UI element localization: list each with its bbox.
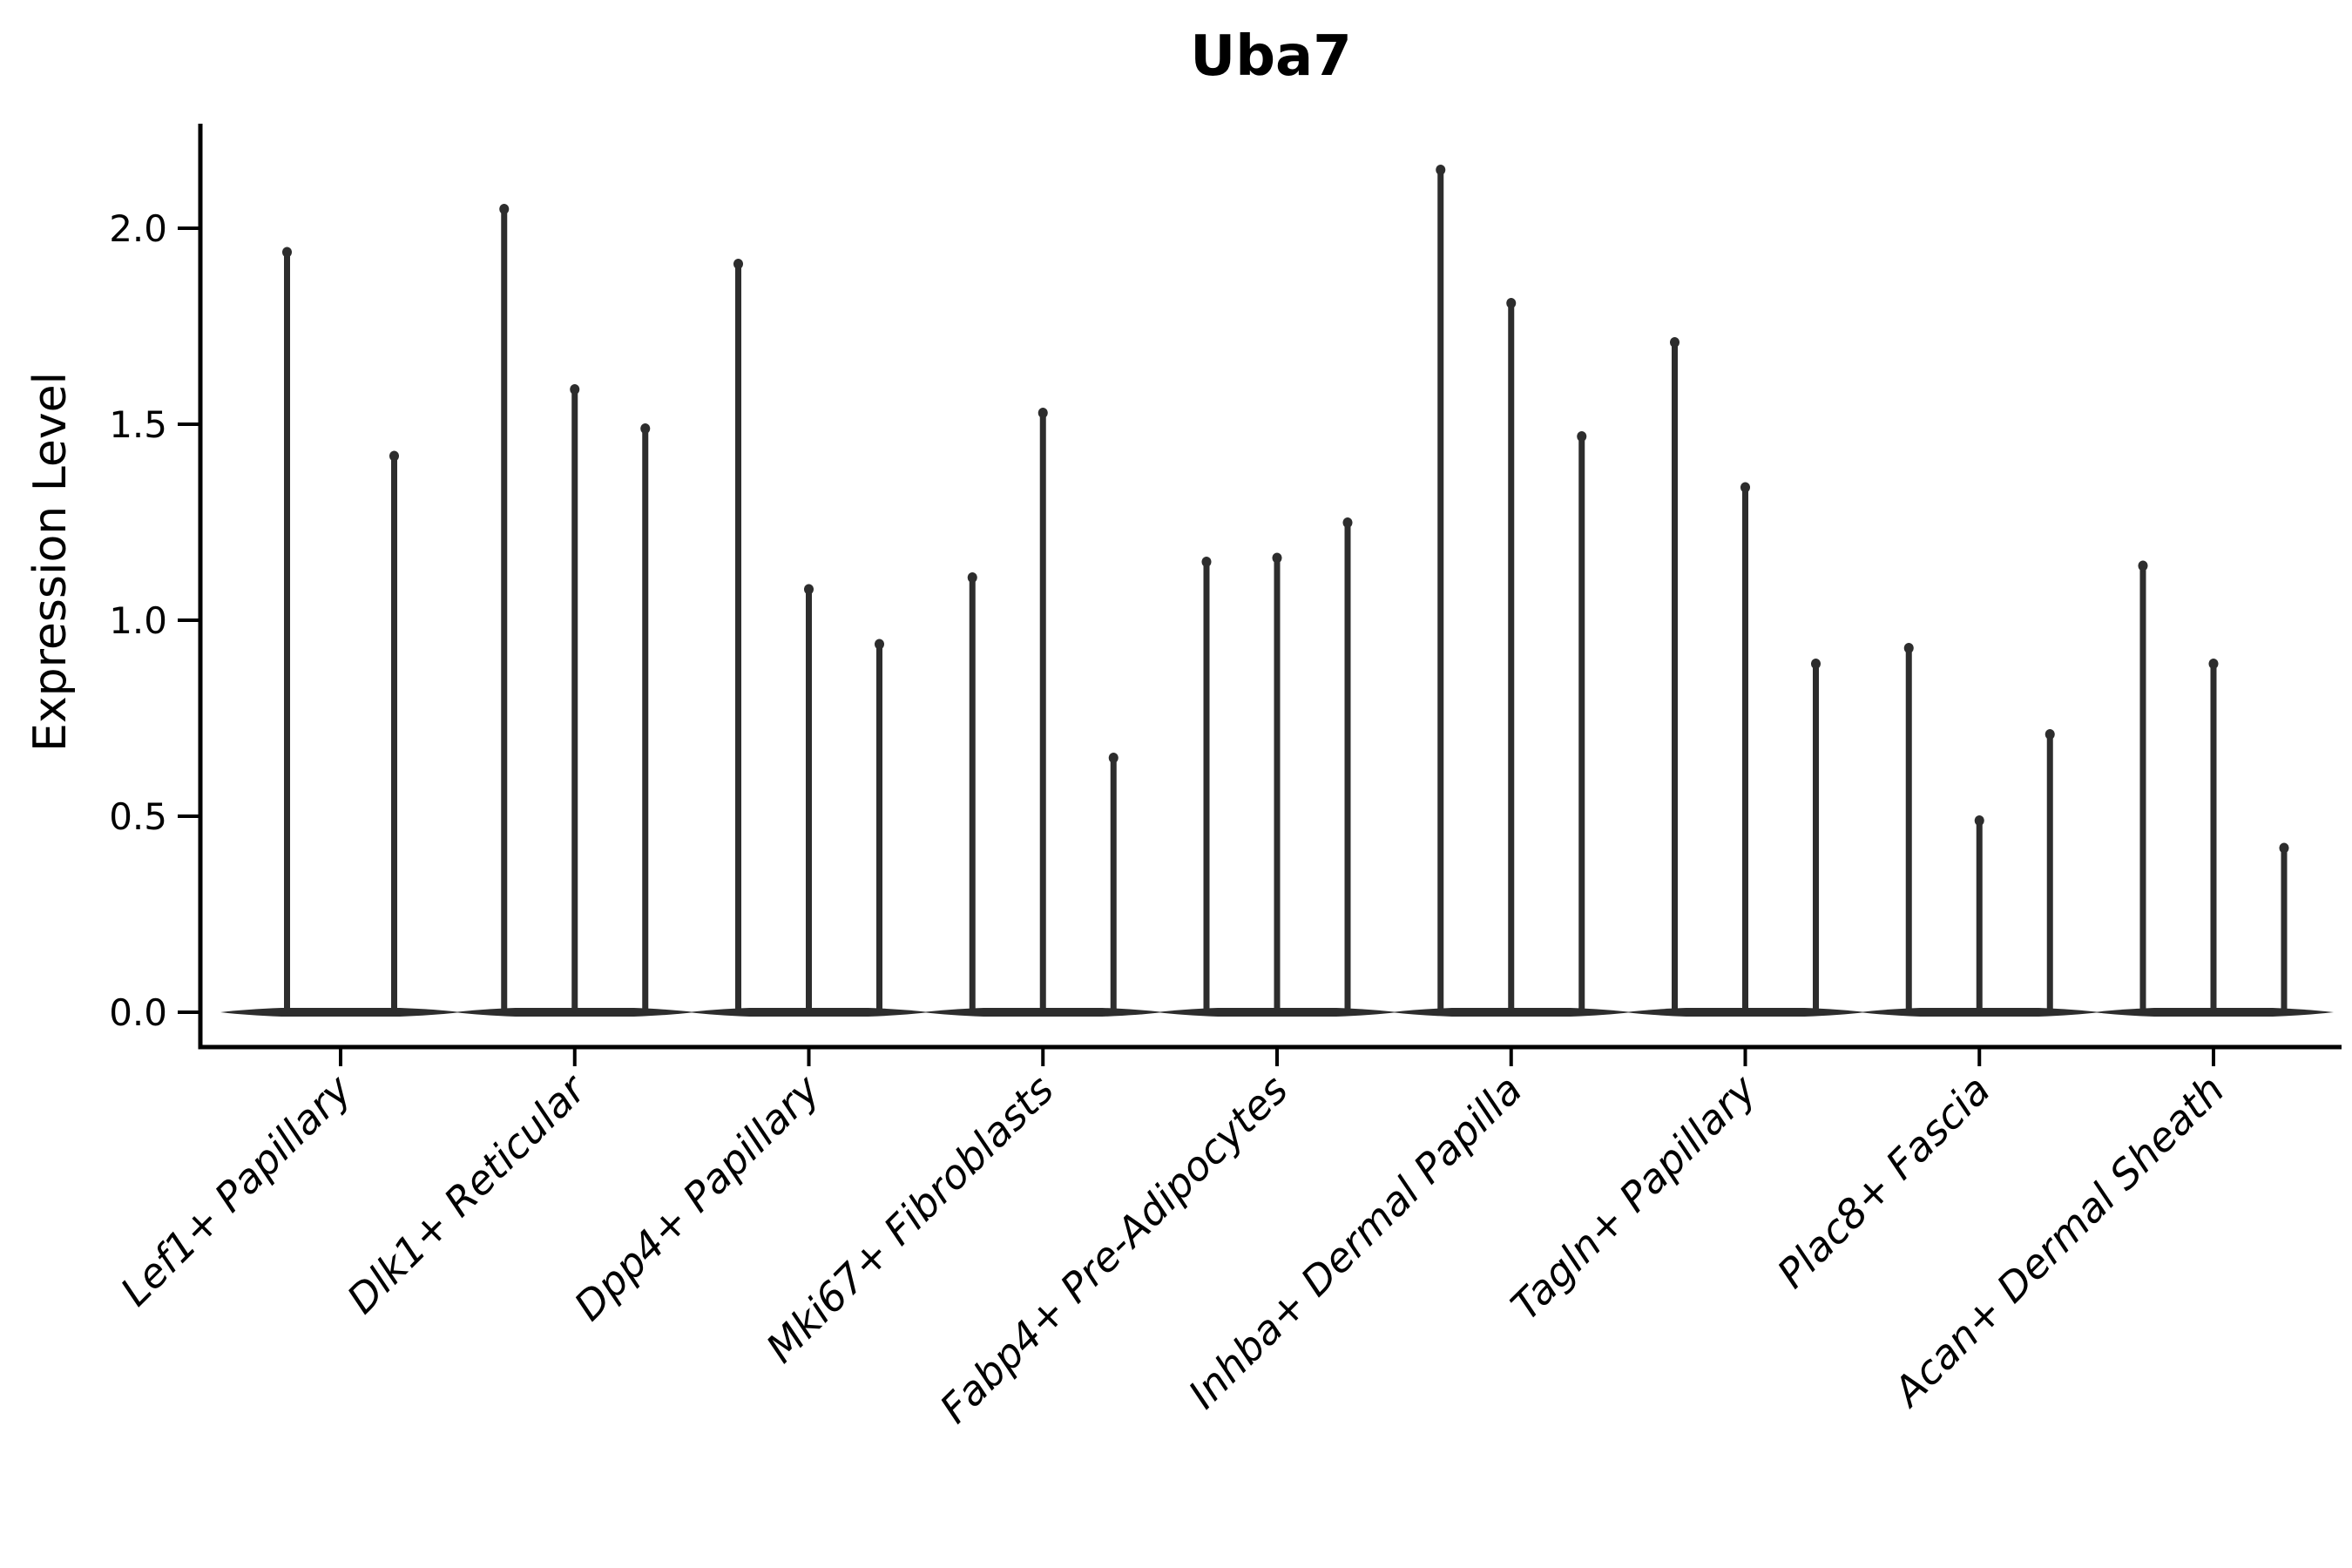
y-tick-label: 2.0 bbox=[109, 207, 167, 250]
y-tick-label: 0.0 bbox=[109, 991, 167, 1034]
x-tick-label: Dlk1+ Reticular bbox=[338, 1064, 597, 1322]
violin-spike-top bbox=[733, 259, 743, 269]
chart-title: Uba7 bbox=[1190, 24, 1352, 89]
violin-spike-top bbox=[2044, 729, 2055, 740]
violin-spike-top bbox=[1740, 482, 1750, 493]
x-tick-label: Dpp4+ Papillary bbox=[565, 1065, 829, 1329]
violin-spike-top bbox=[1272, 552, 1282, 564]
y-tick-label: 0.5 bbox=[109, 795, 167, 838]
violin-spike-top bbox=[804, 584, 814, 595]
violin-spike-top bbox=[2279, 842, 2289, 854]
violin-spike-top bbox=[1670, 337, 1680, 348]
x-tick-label: Plac8+ Fascia bbox=[1768, 1066, 1999, 1297]
violin-spike-top bbox=[1506, 298, 1517, 308]
violin-spike-top bbox=[640, 423, 651, 434]
violin-spike-top bbox=[1201, 557, 1212, 567]
violin-spike-top bbox=[2208, 659, 2219, 669]
violin-spike-top bbox=[282, 247, 292, 258]
x-tick-label: Tagln+ Papillary bbox=[1502, 1065, 1766, 1329]
x-tick-label: Lef1+ Papillary bbox=[112, 1065, 361, 1315]
violin-spike-top bbox=[570, 384, 580, 395]
violin-spike-top bbox=[1903, 643, 1914, 653]
y-tick-label: 1.0 bbox=[109, 599, 167, 642]
violin-spike-top bbox=[1037, 408, 1048, 418]
violin-spike-top bbox=[1108, 753, 1119, 763]
violin-spike-top bbox=[875, 639, 884, 650]
violin-spike-top bbox=[1811, 659, 1821, 669]
violin-spike-top bbox=[1436, 165, 1446, 175]
violin-spike-top bbox=[1974, 815, 1984, 826]
violin-spike-top bbox=[1342, 517, 1353, 528]
y-tick-label: 1.5 bbox=[109, 403, 167, 446]
violin-spike-top bbox=[499, 204, 510, 214]
violin-spike-top bbox=[1577, 431, 1587, 442]
violin-spike-top bbox=[389, 450, 399, 462]
y-axis-title: Expression Level bbox=[24, 371, 77, 753]
violin-base bbox=[220, 1008, 461, 1017]
violin-spike-top bbox=[967, 572, 977, 583]
violin-spike-top bbox=[2138, 560, 2148, 571]
